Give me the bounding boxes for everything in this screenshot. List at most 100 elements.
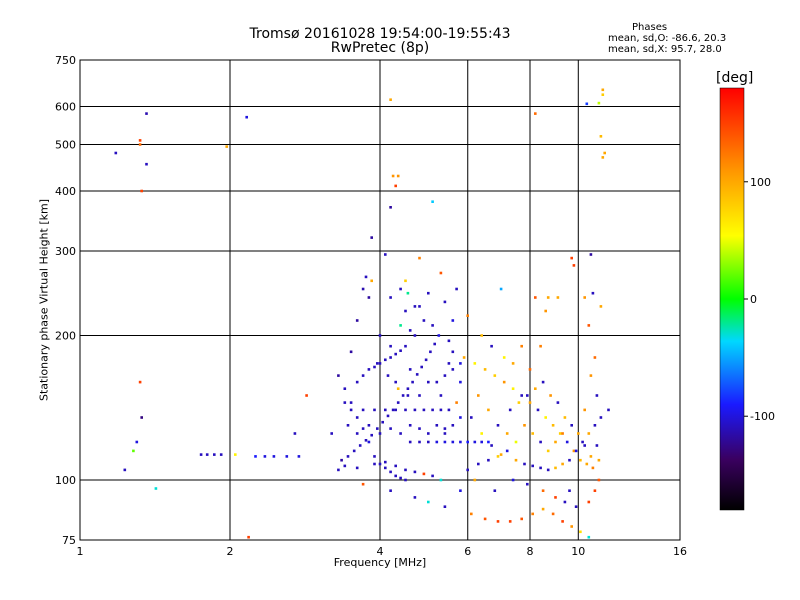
data-point xyxy=(364,275,368,279)
data-point xyxy=(470,512,473,516)
data-point xyxy=(585,102,589,106)
data-point xyxy=(420,365,423,369)
data-point xyxy=(272,455,276,458)
data-point xyxy=(234,453,237,456)
data-point xyxy=(546,468,550,472)
data-point xyxy=(389,296,392,299)
data-point xyxy=(384,460,387,464)
data-point xyxy=(418,394,421,397)
data-point xyxy=(551,512,555,516)
data-point xyxy=(447,339,451,343)
data-point xyxy=(408,424,412,427)
data-point xyxy=(451,368,455,371)
data-point xyxy=(455,287,458,291)
data-point xyxy=(245,115,248,119)
data-point xyxy=(597,458,601,462)
data-point xyxy=(199,453,203,456)
data-point xyxy=(541,380,545,384)
data-point xyxy=(435,440,439,444)
y-tick-label: 400 xyxy=(55,185,76,198)
data-point xyxy=(415,373,419,376)
data-point xyxy=(480,432,483,435)
data-point xyxy=(499,287,503,291)
data-point xyxy=(370,236,373,239)
data-point xyxy=(384,253,387,256)
data-point xyxy=(597,478,601,482)
data-point xyxy=(520,344,523,348)
data-point xyxy=(597,101,601,105)
data-point xyxy=(593,424,597,427)
data-point xyxy=(459,380,462,384)
chart-title: Tromsø 20161028 19:54:00-19:55:43 xyxy=(249,26,511,42)
data-point xyxy=(511,387,515,390)
data-point xyxy=(396,401,400,404)
data-point xyxy=(391,408,395,412)
data-point xyxy=(539,440,542,444)
data-point xyxy=(378,432,382,435)
x-tick-label: 1 xyxy=(77,545,84,558)
data-point xyxy=(587,432,591,435)
data-point xyxy=(583,296,586,299)
data-point xyxy=(526,394,529,397)
data-point xyxy=(138,143,142,146)
data-point xyxy=(561,520,564,523)
data-point xyxy=(346,455,350,458)
data-point xyxy=(587,324,591,327)
data-point xyxy=(546,449,550,453)
data-point xyxy=(394,184,397,188)
data-point xyxy=(389,427,392,430)
data-point xyxy=(422,408,426,412)
data-point xyxy=(534,387,537,390)
data-point xyxy=(404,344,407,348)
data-point xyxy=(213,453,216,456)
data-point xyxy=(399,349,402,352)
data-point xyxy=(439,478,443,482)
data-point xyxy=(591,291,595,295)
data-point xyxy=(443,427,447,430)
plot-frame xyxy=(79,59,681,541)
data-point xyxy=(466,314,469,317)
data-point xyxy=(404,309,407,313)
data-point xyxy=(422,319,426,322)
data-point xyxy=(389,98,392,101)
data-point xyxy=(361,287,365,291)
data-point xyxy=(570,424,573,427)
data-point xyxy=(528,368,532,371)
data-point xyxy=(603,151,606,155)
data-point xyxy=(352,449,356,453)
data-point xyxy=(563,416,567,419)
stats-x-line: mean, sd,X: 95.7, 28.0 xyxy=(608,44,722,55)
x-tick-label: 16 xyxy=(673,545,687,558)
data-point xyxy=(539,344,542,348)
data-point xyxy=(389,470,392,474)
data-point xyxy=(427,432,430,435)
data-point xyxy=(123,468,127,472)
data-point xyxy=(413,334,417,337)
data-point xyxy=(480,440,483,444)
data-point xyxy=(447,362,451,365)
data-point xyxy=(394,380,397,384)
data-point xyxy=(346,424,350,427)
data-point xyxy=(595,394,599,397)
data-point xyxy=(418,440,421,444)
data-point xyxy=(399,324,402,327)
data-point xyxy=(431,200,434,203)
data-point xyxy=(437,334,441,337)
data-point xyxy=(551,424,555,427)
data-point xyxy=(549,394,552,397)
data-point xyxy=(361,427,365,430)
data-point xyxy=(599,135,603,138)
data-point xyxy=(408,368,412,371)
data-point xyxy=(413,496,417,499)
data-point xyxy=(330,432,333,435)
data-point xyxy=(349,401,353,404)
data-point xyxy=(404,478,407,482)
y-tick-label: 750 xyxy=(55,54,76,67)
data-point xyxy=(305,394,308,397)
data-point xyxy=(473,440,477,444)
data-point xyxy=(477,394,480,397)
data-point xyxy=(370,433,373,437)
data-point xyxy=(361,374,365,377)
data-point xyxy=(378,334,382,337)
